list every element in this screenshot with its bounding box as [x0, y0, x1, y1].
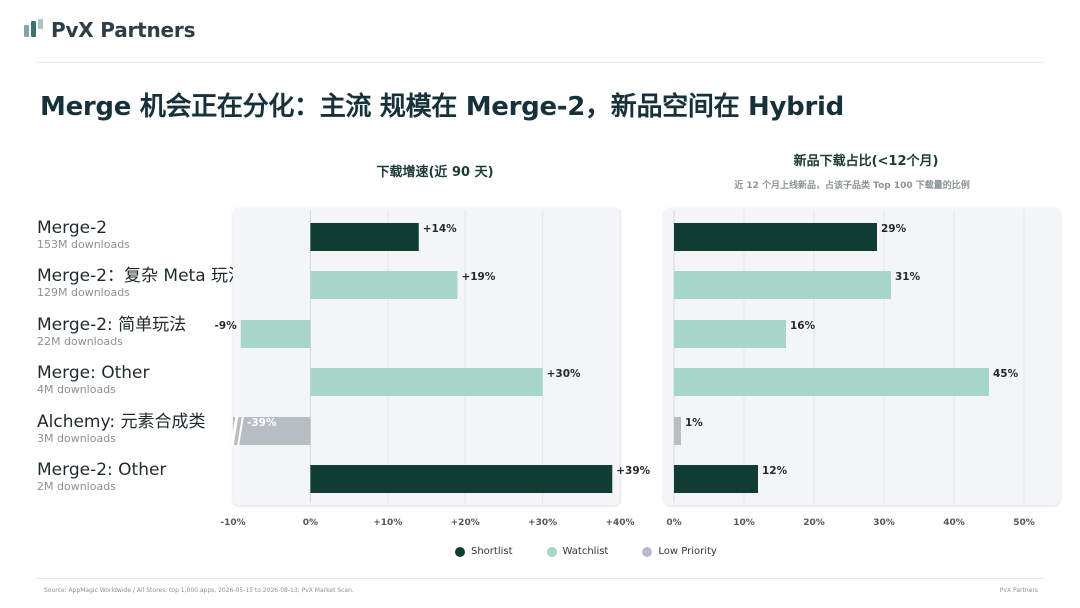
page-title: Merge 机会正在分化：主流 规模在 Merge-2，新品空间在 Hybrid: [40, 92, 844, 122]
chart2-bar: [674, 271, 891, 299]
legend-label: Shortlist: [471, 546, 513, 557]
chart2-bar: [674, 368, 989, 396]
legend-item: Watchlist: [546, 546, 609, 557]
row-name: Alchemy: 元素合成类: [37, 412, 206, 432]
row-downloads: 3M downloads: [37, 432, 116, 445]
row-name: Merge-2: 简单玩法: [37, 315, 187, 335]
row-label: Merge-2 153M downloads: [37, 218, 130, 251]
chart2-tick-label: 0%: [666, 518, 681, 528]
chart1-data-label: +14%: [423, 223, 457, 235]
chart1-data-label: +30%: [547, 368, 581, 380]
chart2-tick-label: 20%: [803, 518, 825, 528]
chart2-bar: [674, 465, 758, 493]
row-downloads: 2M downloads: [37, 480, 116, 493]
chart1-truncation-mark: [237, 415, 244, 447]
chart1-bar: [310, 223, 419, 251]
chart2-data-label: 45%: [993, 368, 1019, 380]
row-downloads: 153M downloads: [37, 238, 130, 251]
chart1-bar: [310, 368, 543, 396]
chart2-title: 新品下载占比(<12个月): [793, 154, 939, 169]
legend-label: Low Priority: [658, 546, 717, 557]
chart1-bar: [310, 465, 613, 493]
chart1-tick-label: 0%: [303, 518, 318, 528]
chart2-data-label: 31%: [895, 271, 921, 283]
legend-swatch-icon: [455, 546, 465, 557]
legend-label: Watchlist: [562, 546, 609, 557]
row-label: Merge-2: 简单玩法 22M downloads: [37, 315, 186, 348]
chart1-data-label: -9%: [215, 320, 238, 332]
chart2-tick-label: 50%: [1013, 518, 1035, 528]
chart1-tick-label: +30%: [528, 518, 557, 528]
row-name: Merge-2: [37, 218, 108, 238]
chart1-truncation-mark: [230, 415, 239, 447]
chart1-title: 下载增速(近 90 天): [376, 165, 494, 180]
chart1-data-label: +19%: [461, 271, 495, 283]
chart2-bar: [674, 223, 877, 251]
footer-brand: PvX Partners: [999, 587, 1038, 594]
row-name: Merge-2：复杂 Meta 玩法: [37, 266, 246, 286]
chart1-tick-label: +10%: [373, 518, 402, 528]
chart1-data-label: +39%: [616, 465, 650, 477]
chart1-tick-label: +20%: [451, 518, 480, 528]
chart2-bar: [674, 417, 681, 445]
row-name: Merge-2: Other: [37, 460, 167, 480]
legend-item: Low Priority: [642, 546, 717, 557]
row-label: Merge-2：复杂 Meta 玩法 129M downloads: [37, 266, 245, 299]
chart2-data-label: 1%: [685, 417, 703, 429]
chart1-bar: [233, 417, 311, 445]
legend-swatch-icon: [546, 546, 557, 557]
row-name: Merge: Other: [37, 363, 150, 383]
chart2-data-label: 12%: [762, 465, 788, 477]
row-downloads: 129M downloads: [37, 286, 130, 299]
footer-divider: [36, 578, 1044, 579]
footer-source: Source: AppMagic Worldwide / All Stores,…: [44, 587, 354, 594]
chart2-tick-label: 30%: [873, 518, 895, 528]
legend-swatch-icon: [642, 546, 653, 557]
pvx-logo-icon: [24, 19, 44, 41]
row-label: Alchemy: 元素合成类 3M downloads: [37, 412, 205, 445]
chart2-subtitle: 近 12 个月上线新品，占该子品类 Top 100 下载量的比例: [734, 181, 970, 191]
header-divider: [36, 62, 1044, 63]
brand-name: PvX Partners: [51, 18, 196, 42]
brand-logo: PvX Partners: [24, 18, 195, 42]
chart2-data-label: 16%: [790, 320, 816, 332]
chart1-tick-label: -10%: [220, 518, 245, 528]
row-downloads: 4M downloads: [37, 383, 116, 396]
row-label: Merge: Other 4M downloads: [37, 363, 149, 396]
chart1-panel: [233, 208, 620, 505]
row-label: Merge-2: Other 2M downloads: [37, 460, 166, 493]
chart1-data-label: -39%: [247, 417, 277, 429]
chart1-bar: [240, 320, 311, 348]
chart2-bar: [674, 320, 786, 348]
chart1-tick-label: +40%: [605, 518, 634, 528]
row-downloads: 22M downloads: [37, 335, 123, 348]
chart2-tick-label: 10%: [733, 518, 755, 528]
chart2-panel: [664, 208, 1060, 505]
legend: Shortlist Watchlist Low Priority: [455, 546, 717, 557]
chart1-bar: [310, 271, 458, 299]
chart2-data-label: 29%: [881, 223, 907, 235]
chart2-tick-label: 40%: [943, 518, 965, 528]
legend-item: Shortlist: [455, 546, 513, 557]
